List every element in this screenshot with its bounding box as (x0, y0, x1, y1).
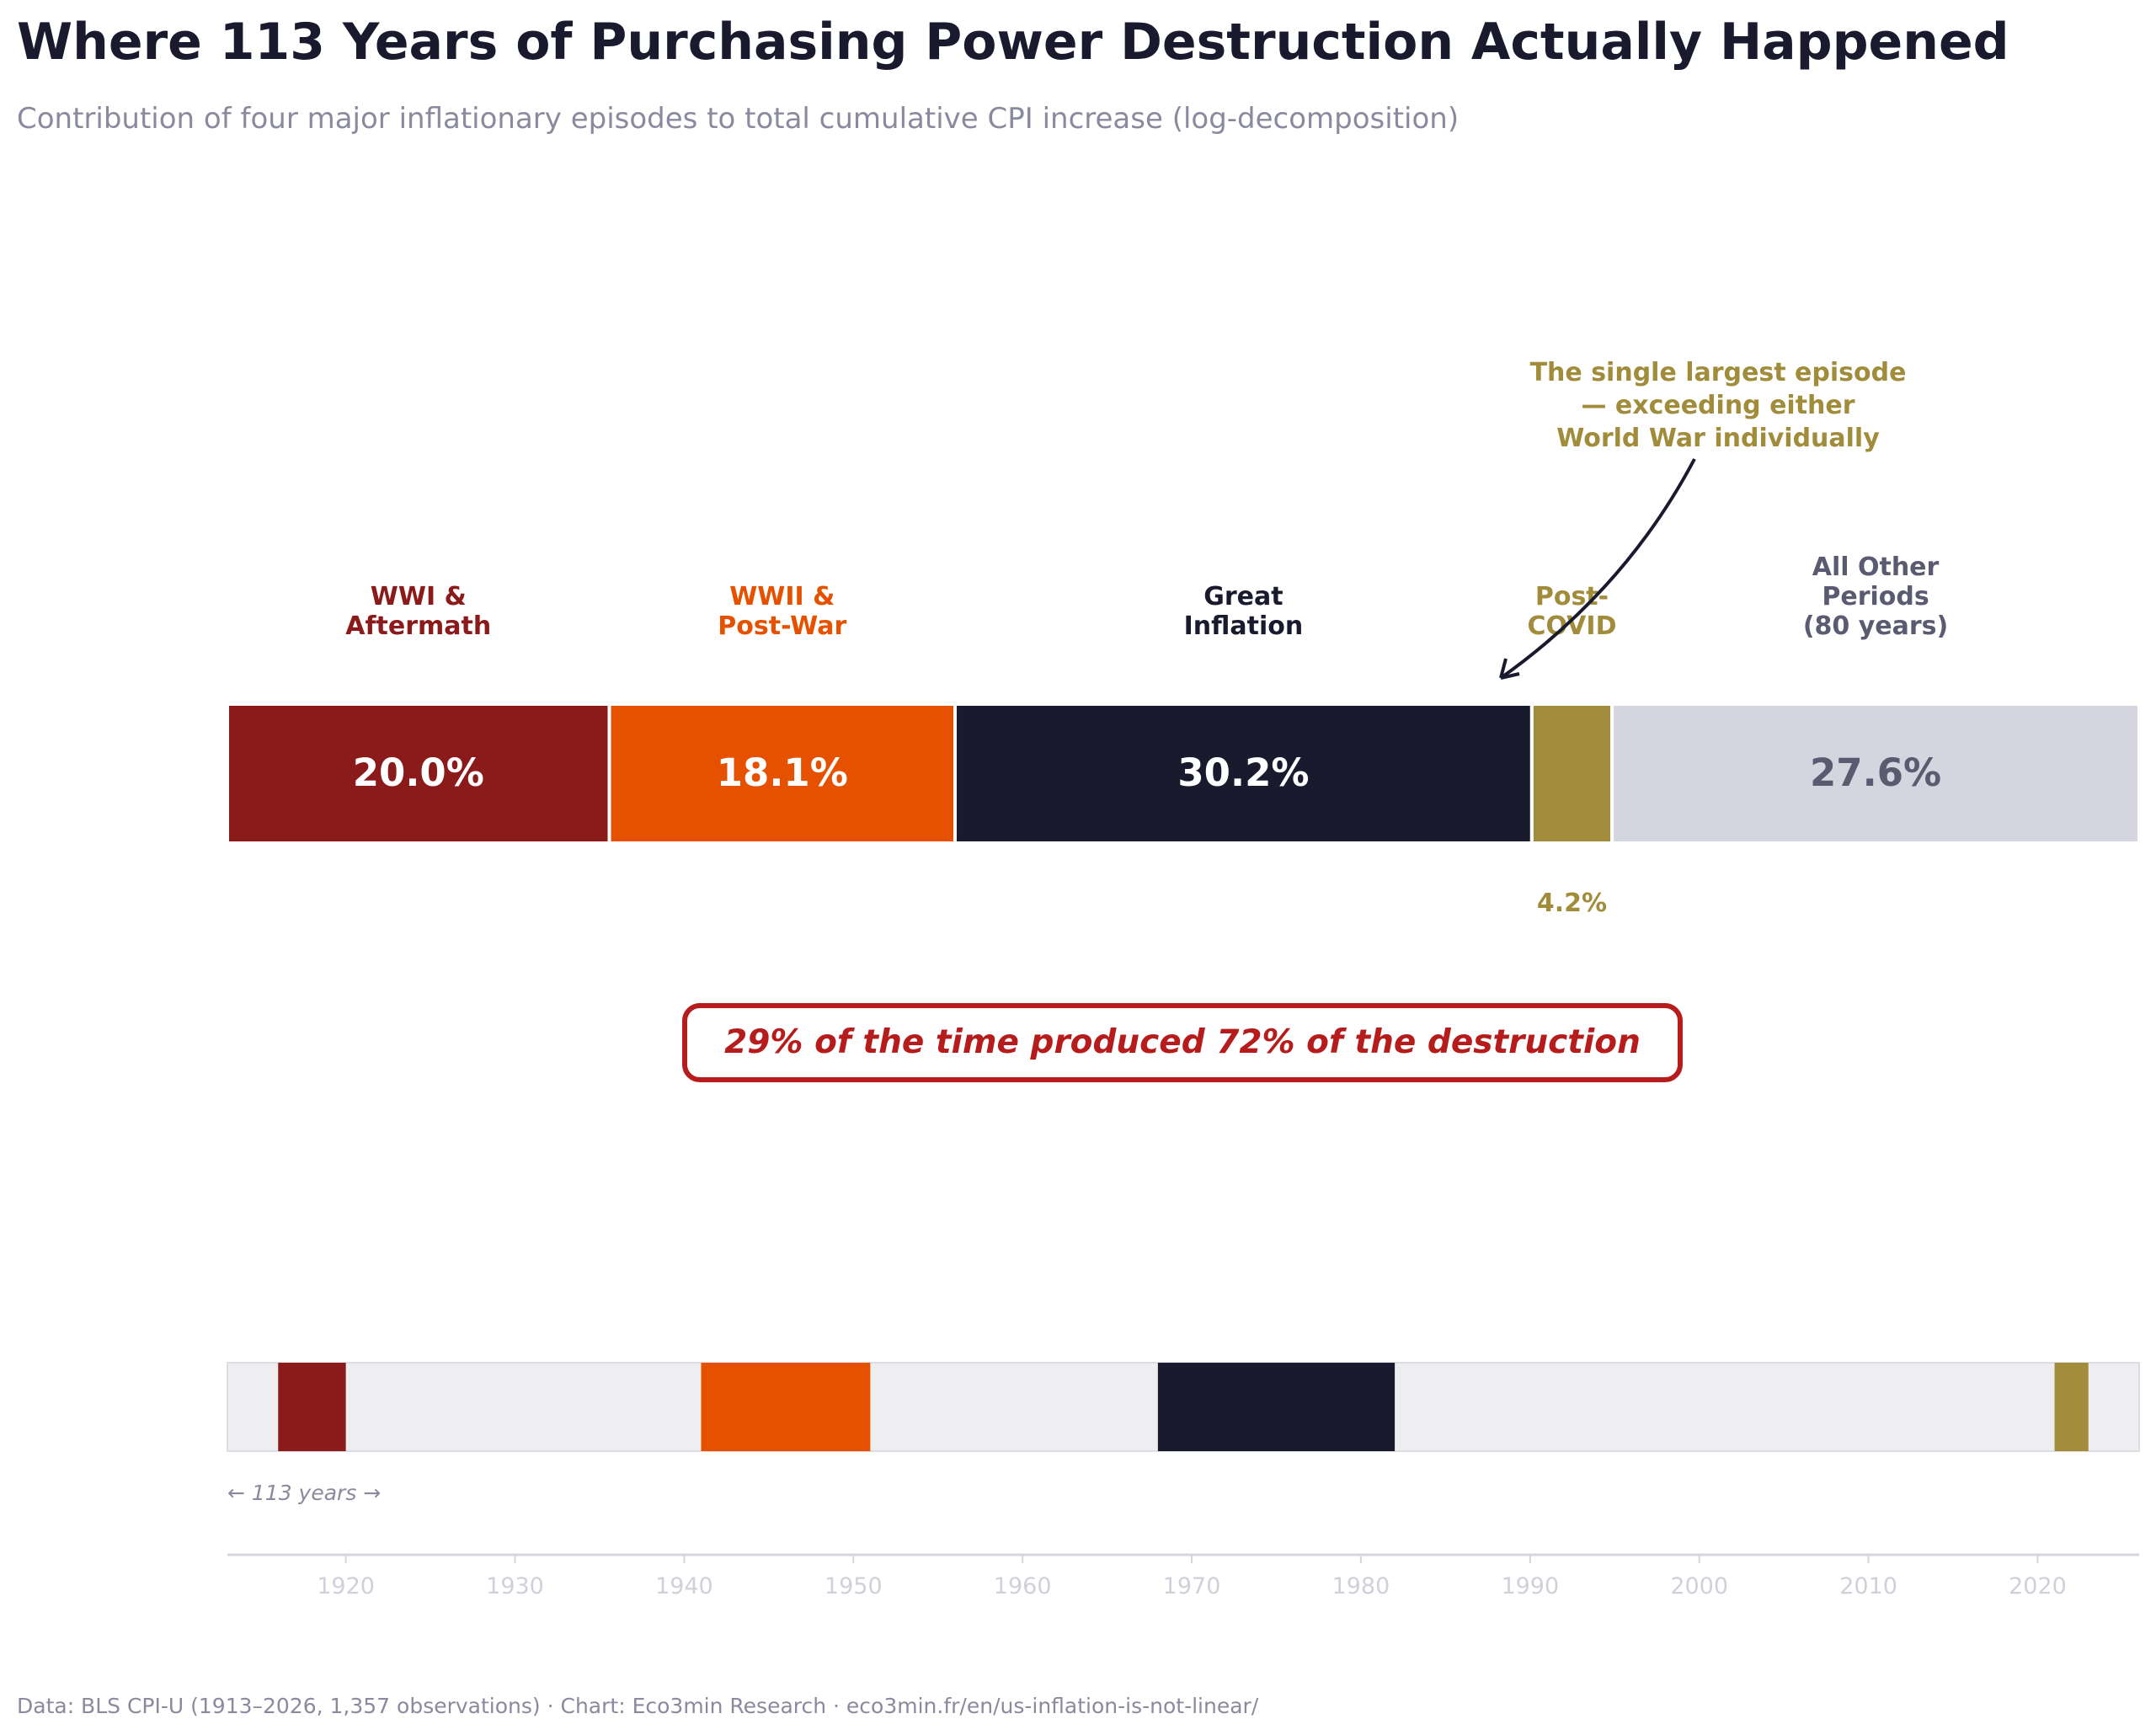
annotation-text: World War individually (1556, 424, 1880, 453)
value-label: 18.1% (717, 750, 848, 795)
chart-title: Where 113 Years of Purchasing Power Dest… (17, 13, 2009, 72)
segment-label: All Other (1812, 553, 1940, 582)
x-tick-label: 1950 (825, 1573, 883, 1599)
x-tick-label: 2020 (2009, 1573, 2067, 1599)
footer-source: Data: BLS CPI-U (1913–2026, 1,357 observ… (17, 1694, 1259, 1718)
callout-box: 29% of the time produced 72% of the dest… (682, 1003, 1683, 1082)
value-label: 20.0% (353, 750, 484, 795)
timeline-episode-1916-1920 (278, 1363, 346, 1451)
segment-label: Aftermath (345, 611, 491, 641)
stacked-bar: WWI &Aftermath 20.0% WWII &Post-War 18.1% Gr… (226, 553, 2141, 918)
bar-segment-wwi-aftermath (226, 702, 611, 845)
segment-label: COVID (1527, 611, 1616, 641)
annotation: The single largest episode — exceeding ei… (1499, 358, 1907, 680)
bar-segment-post-covid (1529, 702, 1614, 845)
x-tick-label: 1920 (317, 1573, 375, 1599)
segment-label: Post-War (718, 611, 846, 641)
value-label: 4.2% (1537, 889, 1607, 918)
x-tick-label: 1970 (1163, 1573, 1221, 1599)
segment-label: Periods (1822, 582, 1929, 611)
x-tick-label: 1930 (486, 1573, 544, 1599)
bar-segment-wwii-post-war (607, 702, 958, 845)
timeline: 1920 1930 1940 1950 1960 1970 1980 1990 2000 2010… (227, 1362, 2140, 1599)
callout-border (682, 1003, 1683, 1082)
span-label: ← 113 years → (227, 1481, 381, 1505)
x-tick-label: 2000 (1670, 1573, 1728, 1599)
segment-label: WWI & (371, 582, 467, 611)
timeline-episode-1941-1951 (701, 1363, 871, 1451)
segment-label: Great (1203, 582, 1283, 611)
x-tick-label: 1990 (1501, 1573, 1559, 1599)
bar-segment-all-other-periods-80-years (1610, 702, 2141, 845)
segment-label: WWII & (729, 582, 835, 611)
value-label: 30.2% (1177, 750, 1309, 795)
arrow-head-icon (1499, 658, 1520, 680)
chart-subtitle: Contribution of four major inflationary … (17, 102, 1459, 136)
annotation-text: The single largest episode (1530, 358, 1907, 387)
x-tick-label: 1980 (1332, 1573, 1390, 1599)
timeline-episode-2021-2023 (2054, 1363, 2089, 1451)
value-label: 27.6% (1810, 750, 1941, 795)
x-tick-label: 2010 (1839, 1573, 1897, 1599)
annotation-arrow (1499, 458, 1696, 680)
callout-text: 29% of the time produced 72% of the dest… (724, 1023, 1641, 1061)
segment-label: (80 years) (1803, 611, 1948, 641)
timeline-episode-1968-1982 (1157, 1363, 1396, 1451)
bar-segment-great-inflation (953, 702, 1534, 845)
x-tick-label: 1940 (655, 1573, 713, 1599)
x-tick-label: 1960 (994, 1573, 1052, 1599)
segment-label: Inflation (1184, 611, 1304, 641)
segment-label: Post- (1535, 582, 1609, 611)
annotation-text: — exceeding either (1581, 391, 1854, 420)
